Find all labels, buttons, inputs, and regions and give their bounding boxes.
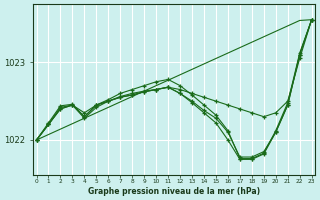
- X-axis label: Graphe pression niveau de la mer (hPa): Graphe pression niveau de la mer (hPa): [88, 187, 260, 196]
